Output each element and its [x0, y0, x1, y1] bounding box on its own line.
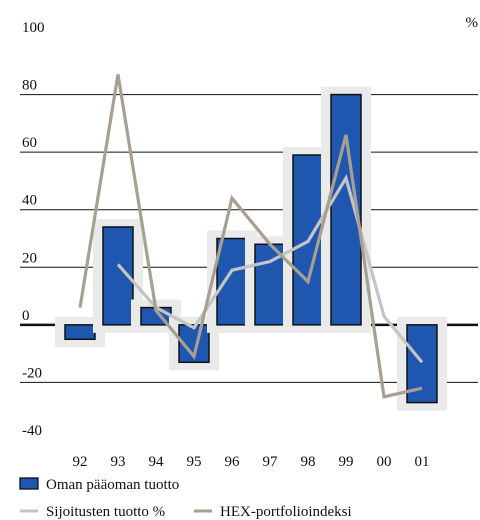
line-hex-portfolioindeksi [78, 74, 423, 399]
legend-swatch-bar [19, 477, 39, 490]
y-tick-label: 100 [22, 20, 45, 36]
legend-label-bars: Oman pääoman tuotto [46, 477, 179, 493]
y-tick-label: 80 [22, 78, 37, 94]
y-tick-label: 60 [22, 135, 37, 151]
y-tick-label: 20 [22, 250, 37, 266]
x-tick-label: 00 [377, 454, 392, 470]
line-sijoitusten-tuotto [116, 174, 424, 364]
line-series [78, 74, 424, 399]
y-tick-label: -40 [22, 423, 42, 439]
y-tick-label: 0 [22, 308, 30, 324]
y-axis-ticks: 100 80 60 40 20 0 -20 -40 [22, 20, 45, 439]
x-tick-label: 96 [225, 454, 241, 470]
x-tick-label: 95 [187, 454, 202, 470]
x-axis-ticks: 92 93 94 95 96 97 98 99 00 01 [73, 454, 430, 470]
y-axis-unit-label: % [466, 15, 479, 31]
bar [64, 324, 96, 341]
y-tick-label: 40 [22, 193, 37, 209]
x-tick-label: 01 [415, 454, 430, 470]
bar [216, 237, 248, 326]
x-tick-label: 98 [301, 454, 316, 470]
legend: Oman pääoman tuotto Sijoitusten tuotto %… [19, 477, 352, 520]
y-tick-label: -20 [22, 365, 42, 381]
x-tick-label: 97 [263, 454, 279, 470]
x-tick-label: 92 [73, 454, 88, 470]
bar-series [55, 86, 447, 411]
legend-label-line-1: Sijoitusten tuotto % [46, 504, 165, 520]
x-tick-label: 99 [339, 454, 354, 470]
x-tick-label: 93 [111, 454, 126, 470]
x-tick-label: 94 [149, 454, 165, 470]
legend-label-line-2: HEX-portfolioindeksi [220, 504, 352, 520]
